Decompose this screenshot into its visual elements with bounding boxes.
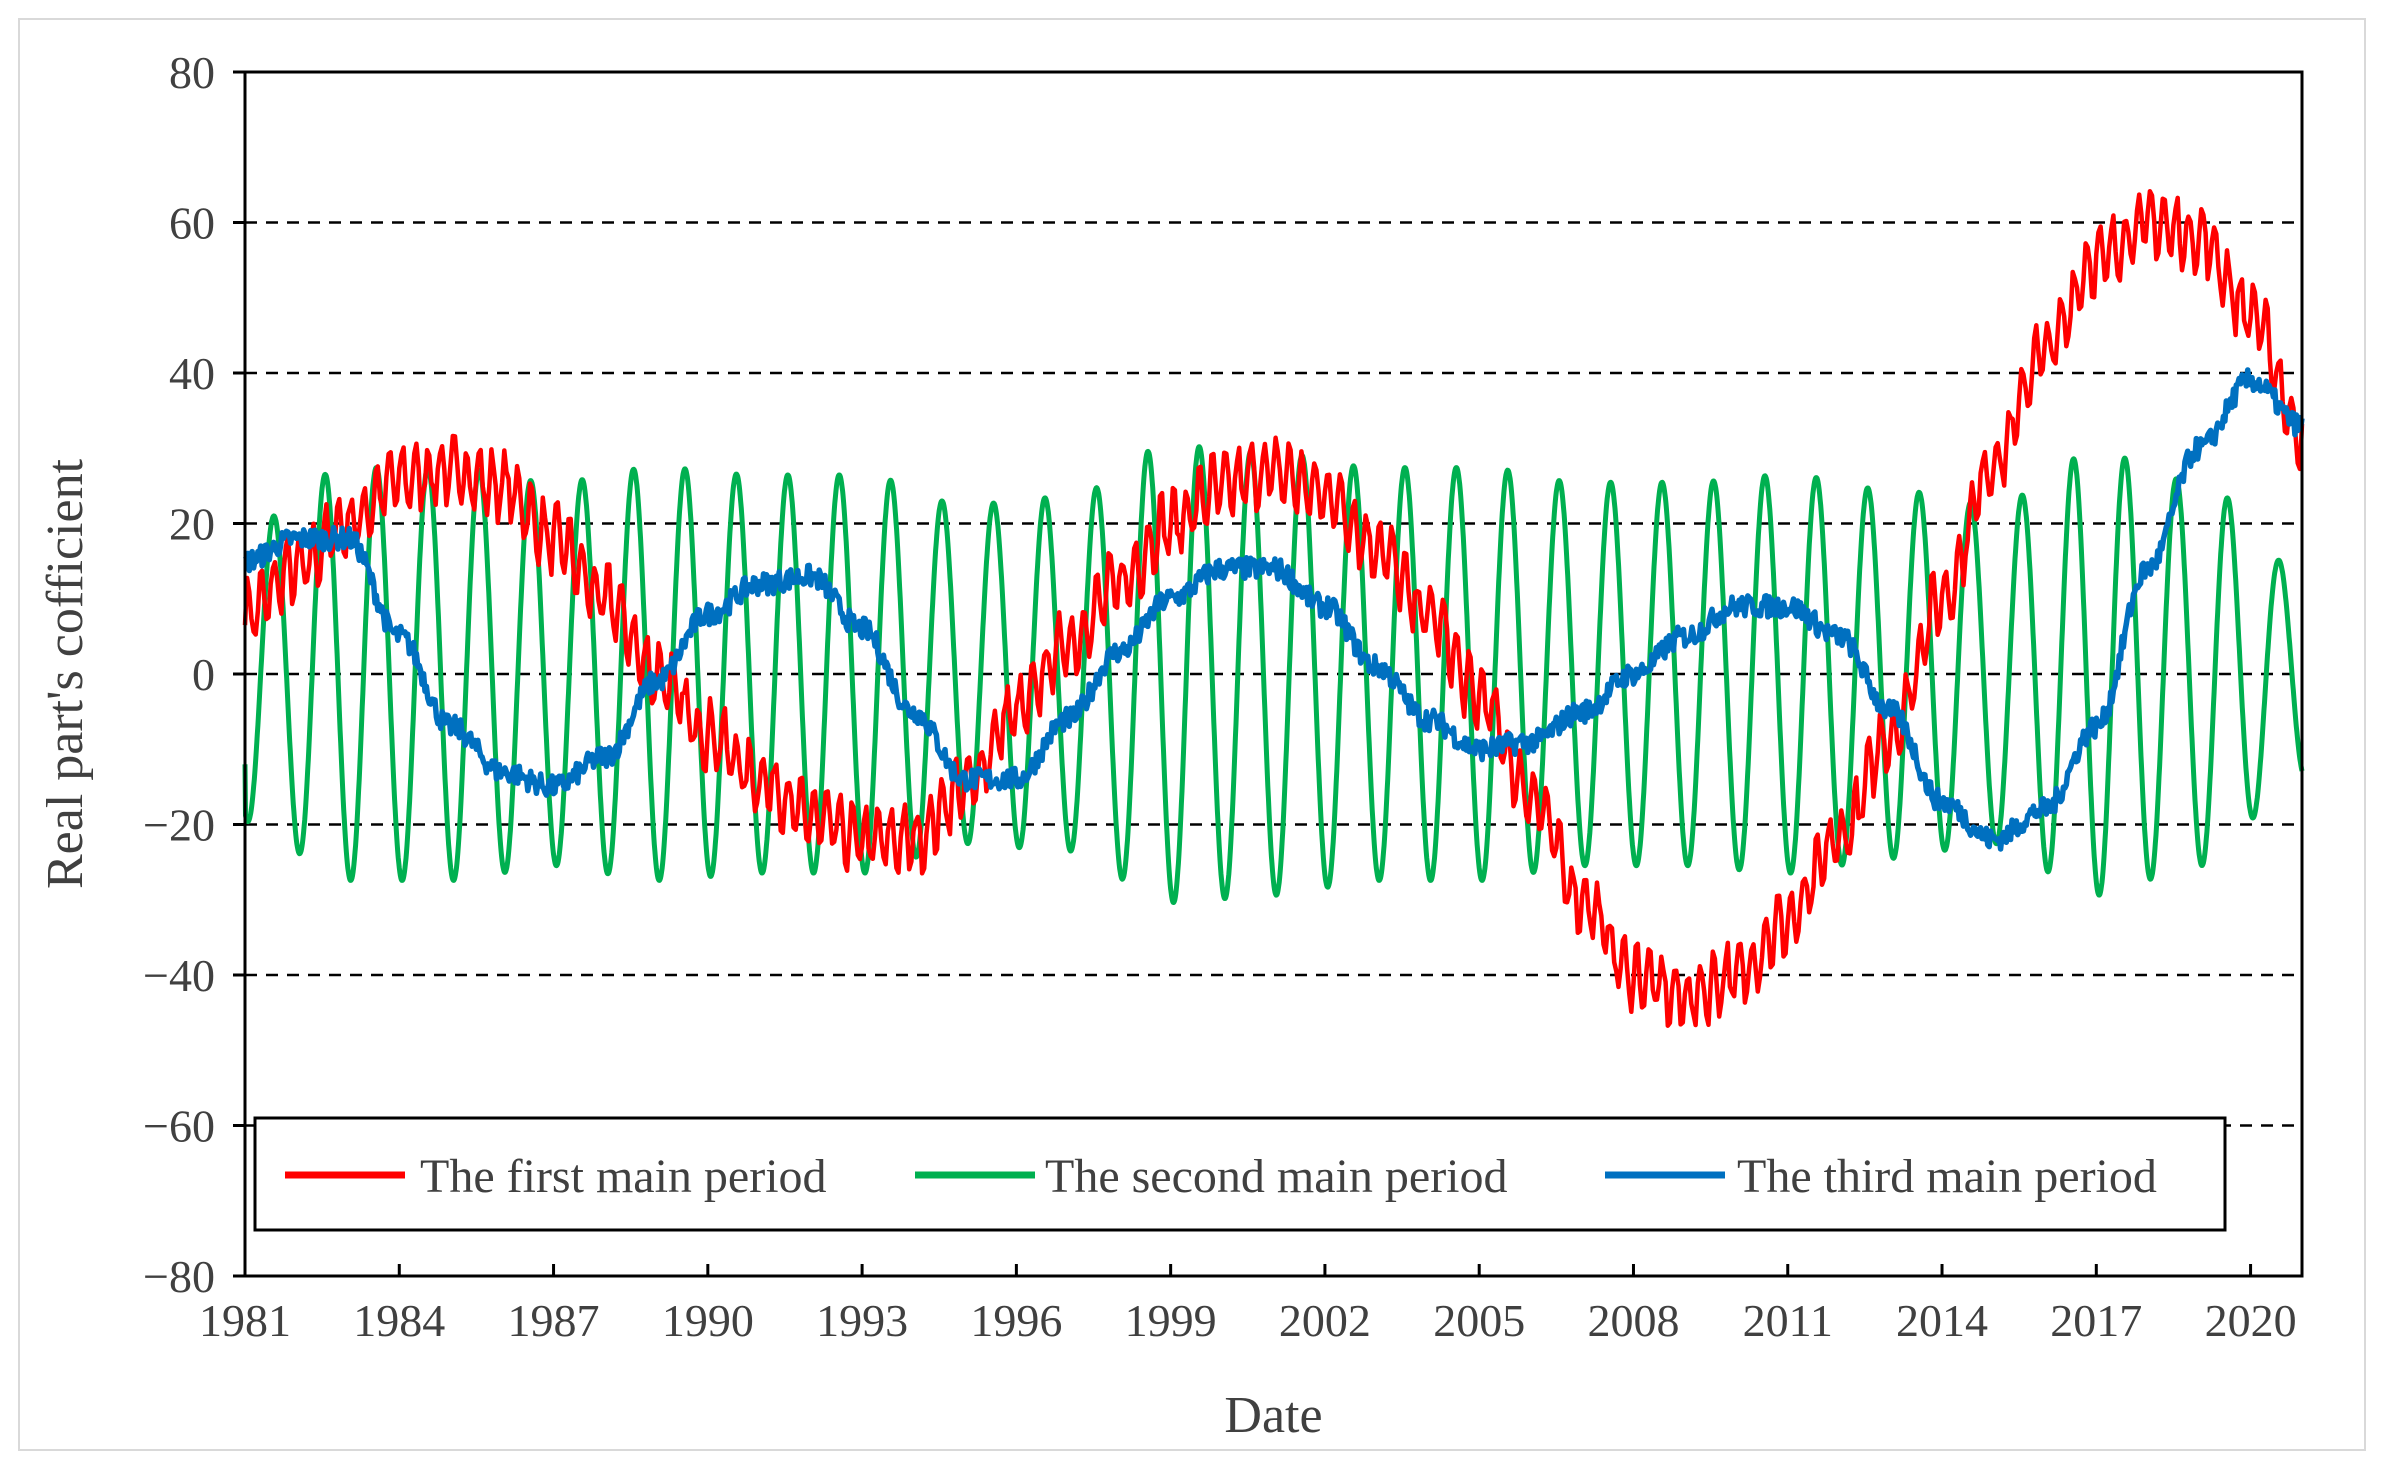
x-tick-label: 1999 <box>1125 1295 1217 1346</box>
x-tick-label: 2005 <box>1433 1295 1525 1346</box>
y-tick-label: 40 <box>169 348 215 399</box>
x-tick-label: 2002 <box>1279 1295 1371 1346</box>
y-tick-label: −40 <box>143 950 215 1001</box>
y-tick-label: −20 <box>143 800 215 851</box>
legend: The first main period The second main per… <box>253 1116 2227 1232</box>
series-layer <box>242 188 2305 1028</box>
x-axis-label: Date <box>1224 1387 1322 1444</box>
x-tick-label: 2008 <box>1587 1295 1679 1346</box>
x-tick-label: 2014 <box>1896 1295 1988 1346</box>
x-tick-label: 1993 <box>816 1295 908 1346</box>
y-tick-label: −80 <box>143 1251 215 1302</box>
legend-box <box>253 1116 2227 1232</box>
x-tick-label: 2017 <box>2050 1295 2142 1346</box>
y-axis-ticks: 80 60 40 20 0 −20 −40 −60 −80 <box>143 47 245 1302</box>
y-tick-label: 0 <box>192 649 215 700</box>
x-tick-label: 1996 <box>970 1295 1062 1346</box>
x-tick-label: 1984 <box>353 1295 445 1346</box>
y-tick-label: −60 <box>143 1101 215 1152</box>
x-tick-label: 1990 <box>662 1295 754 1346</box>
legend-entry-label: The first main period <box>420 1150 827 1203</box>
series-line-third-main-period <box>242 367 2305 852</box>
legend-entry-label: The second main period <box>1045 1150 1508 1203</box>
x-tick-label: 1981 <box>199 1295 291 1346</box>
x-tick-label: 1987 <box>508 1295 600 1346</box>
x-axis-ticks: 1981 1984 1987 1990 1993 1996 1999 2002 2005 2008… <box>199 1264 2297 1346</box>
y-tick-label: 20 <box>169 499 215 550</box>
series-line-first-main-period <box>242 188 2305 1028</box>
series-line-second-main-period <box>242 444 2305 905</box>
x-tick-label: 2011 <box>1743 1295 1833 1346</box>
gridlines <box>245 221 2302 1127</box>
legend-entry-label: The third main period <box>1737 1150 2157 1203</box>
y-tick-label: 60 <box>169 198 215 249</box>
x-tick-label: 2020 <box>2205 1295 2297 1346</box>
y-axis-label: Real part's cofficient <box>37 458 94 889</box>
y-tick-label: 80 <box>169 47 215 98</box>
